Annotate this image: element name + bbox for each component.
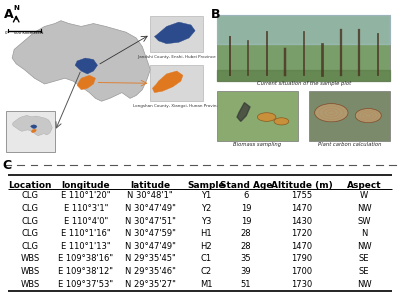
Text: Current situation of the sample plot: Current situation of the sample plot <box>256 81 351 86</box>
Text: Stand Age: Stand Age <box>220 181 272 190</box>
Polygon shape <box>31 129 36 133</box>
Text: 19: 19 <box>241 204 251 213</box>
Text: N 30°47'49": N 30°47'49" <box>124 204 176 213</box>
Text: SW: SW <box>357 217 371 226</box>
Text: SE: SE <box>359 254 369 263</box>
Text: Biomass sampling: Biomass sampling <box>233 142 282 147</box>
Polygon shape <box>30 125 37 129</box>
Text: 39: 39 <box>241 267 251 276</box>
Text: 51: 51 <box>241 280 251 289</box>
Polygon shape <box>12 115 52 136</box>
Text: 1730: 1730 <box>291 280 313 289</box>
Text: N: N <box>361 229 367 238</box>
Text: 1790: 1790 <box>292 254 312 263</box>
Text: 1470: 1470 <box>292 204 312 213</box>
Text: Location: Location <box>8 181 52 190</box>
Polygon shape <box>75 58 98 74</box>
Text: CLG: CLG <box>22 204 38 213</box>
Text: NW: NW <box>357 280 371 289</box>
Bar <box>150 17 203 52</box>
Text: 28: 28 <box>241 242 251 251</box>
Text: Aspect: Aspect <box>347 181 381 190</box>
Text: WBS: WBS <box>20 267 40 276</box>
Text: E 110°3'1": E 110°3'1" <box>64 204 108 213</box>
Text: Sample: Sample <box>187 181 225 190</box>
Text: 19: 19 <box>241 217 251 226</box>
Text: 1755: 1755 <box>292 191 312 200</box>
Text: Y3: Y3 <box>201 217 211 226</box>
Text: E 110°1'13": E 110°1'13" <box>61 242 111 251</box>
Text: CLG: CLG <box>22 229 38 238</box>
Text: Y2: Y2 <box>201 204 211 213</box>
Text: E 109°38'12": E 109°38'12" <box>58 267 114 276</box>
Text: Longshan County, Xiangxi, Hunan Province: Longshan County, Xiangxi, Hunan Province <box>133 104 221 108</box>
Polygon shape <box>154 22 195 44</box>
Text: C: C <box>2 159 11 172</box>
Ellipse shape <box>355 109 381 123</box>
Text: E 110°1'20": E 110°1'20" <box>61 191 111 200</box>
Text: 1700: 1700 <box>292 267 312 276</box>
Text: C2: C2 <box>200 267 212 276</box>
Text: N 30°48'1": N 30°48'1" <box>127 191 173 200</box>
Text: 6: 6 <box>243 191 249 200</box>
Text: E 109°37'53": E 109°37'53" <box>58 280 114 289</box>
Text: C1: C1 <box>200 254 212 263</box>
Text: E 110°1'16": E 110°1'16" <box>61 229 111 238</box>
Text: A: A <box>4 8 14 21</box>
Polygon shape <box>237 103 250 121</box>
Polygon shape <box>152 71 183 93</box>
Text: NW: NW <box>357 242 371 251</box>
Ellipse shape <box>257 113 276 121</box>
Text: B: B <box>211 8 221 21</box>
Text: latitude: latitude <box>130 181 170 190</box>
Text: N 30°47'59": N 30°47'59" <box>124 229 176 238</box>
Text: WBS: WBS <box>20 280 40 289</box>
Text: 1720: 1720 <box>292 229 312 238</box>
Text: H2: H2 <box>200 242 212 251</box>
Text: 1430: 1430 <box>292 217 312 226</box>
Text: 1470: 1470 <box>292 242 312 251</box>
Polygon shape <box>12 21 150 101</box>
Text: CLG: CLG <box>22 242 38 251</box>
Bar <box>217 91 298 141</box>
Text: N: N <box>13 5 19 11</box>
Text: NW: NW <box>357 204 371 213</box>
Text: Jiandshi County, Enshi, Hubei Province: Jiandshi County, Enshi, Hubei Province <box>138 55 216 59</box>
Text: N 29°35'46": N 29°35'46" <box>124 267 176 276</box>
Text: WBS: WBS <box>20 254 40 263</box>
Text: CLG: CLG <box>22 217 38 226</box>
Text: N 29°35'45": N 29°35'45" <box>125 254 175 263</box>
Polygon shape <box>77 75 96 90</box>
Text: 0     500 Kilometers: 0 500 Kilometers <box>5 31 44 35</box>
Ellipse shape <box>274 118 289 125</box>
Ellipse shape <box>315 104 348 122</box>
Bar <box>309 91 390 141</box>
Text: Plant carbon calculation: Plant carbon calculation <box>318 142 382 147</box>
Text: longitude: longitude <box>62 181 110 190</box>
Text: Y1: Y1 <box>201 191 211 200</box>
Text: W: W <box>360 191 368 200</box>
Text: CLG: CLG <box>22 191 38 200</box>
Text: N 30°47'51": N 30°47'51" <box>124 217 176 226</box>
Bar <box>6 111 55 151</box>
Bar <box>217 15 390 81</box>
Text: 28: 28 <box>241 229 251 238</box>
Text: 35: 35 <box>241 254 251 263</box>
Text: Altitude (m): Altitude (m) <box>271 181 333 190</box>
Text: E 109°38'16": E 109°38'16" <box>58 254 114 263</box>
Text: E 110°4'0": E 110°4'0" <box>64 217 108 226</box>
Text: SE: SE <box>359 267 369 276</box>
Bar <box>150 65 203 101</box>
Text: N 29°35'27": N 29°35'27" <box>124 280 176 289</box>
Text: H1: H1 <box>200 229 212 238</box>
Text: M1: M1 <box>200 280 212 289</box>
Text: N 30°47'49": N 30°47'49" <box>124 242 176 251</box>
